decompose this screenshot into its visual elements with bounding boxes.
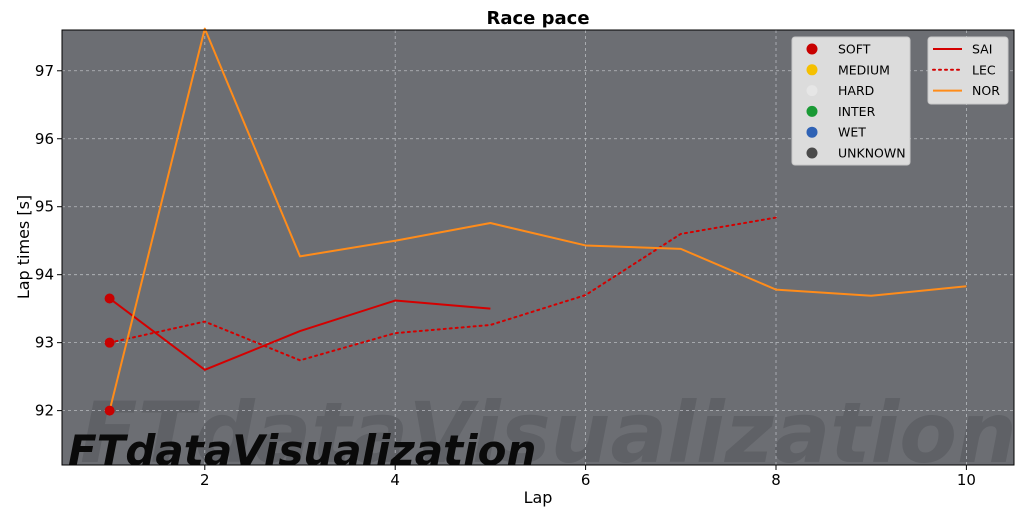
watermark-small-text: FTdataVisualization <box>68 426 536 475</box>
series-line-nor <box>108 27 967 411</box>
x-axis-label: Lap <box>524 488 553 507</box>
driver-legend-box <box>927 36 1009 105</box>
legend-label-soft: SOFT <box>838 42 871 57</box>
series-line-lec <box>108 216 777 362</box>
legend-label-unknown: UNKNOWN <box>838 146 906 161</box>
axis-ticks: 2 4 6 8 10 92 93 94 95 96 97 <box>35 62 976 489</box>
x-tick-label: 2 <box>200 471 210 489</box>
series-lines <box>108 27 967 411</box>
y-tick-label: 93 <box>35 334 54 352</box>
compound-legend-box <box>791 36 911 166</box>
legend-marker-inter <box>806 105 818 117</box>
y-axis-label: Lap times [s] <box>14 195 33 299</box>
x-tick-label: 8 <box>771 471 781 489</box>
y-tick-label: 96 <box>35 130 54 148</box>
driver-legend: SAI LEC NOR <box>927 36 1009 105</box>
x-tick-label: 6 <box>581 471 591 489</box>
legend-marker-medium <box>806 64 818 76</box>
compound-marker-soft <box>104 293 115 304</box>
y-tick-label: 97 <box>35 62 54 80</box>
legend-label-inter: INTER <box>838 104 876 119</box>
legend-marker-hard <box>806 85 818 97</box>
legend-label-sai: SAI <box>972 42 992 57</box>
compound-marker-soft <box>104 337 115 348</box>
x-tick-label: 10 <box>957 471 976 489</box>
legend-label-nor: NOR <box>972 83 1000 98</box>
y-tick-label: 95 <box>35 198 54 216</box>
watermark: FTdataVisualization <box>80 384 1017 482</box>
legend-label-wet: WET <box>838 125 866 140</box>
legend-label-hard: HARD <box>838 83 874 98</box>
compound-legend: SOFT MEDIUM HARD INTER WET UNKNOWN <box>791 36 911 166</box>
legend-marker-unknown <box>806 147 818 159</box>
y-tick-label: 94 <box>35 266 54 284</box>
chart-title: Race pace <box>486 8 589 29</box>
y-tick-label: 92 <box>35 402 54 420</box>
legend-marker-wet <box>806 126 818 138</box>
plot-frame <box>61 29 1015 466</box>
watermark-large-text: FTdataVisualization <box>80 384 1017 482</box>
x-tick-label: 4 <box>390 471 400 489</box>
series-line-sai <box>109 297 491 371</box>
compound-markers <box>104 293 115 416</box>
legend-label-medium: MEDIUM <box>838 62 890 77</box>
compound-marker-soft <box>104 405 115 416</box>
legend-label-lec: LEC <box>972 62 996 77</box>
legend-marker-soft <box>806 43 818 55</box>
